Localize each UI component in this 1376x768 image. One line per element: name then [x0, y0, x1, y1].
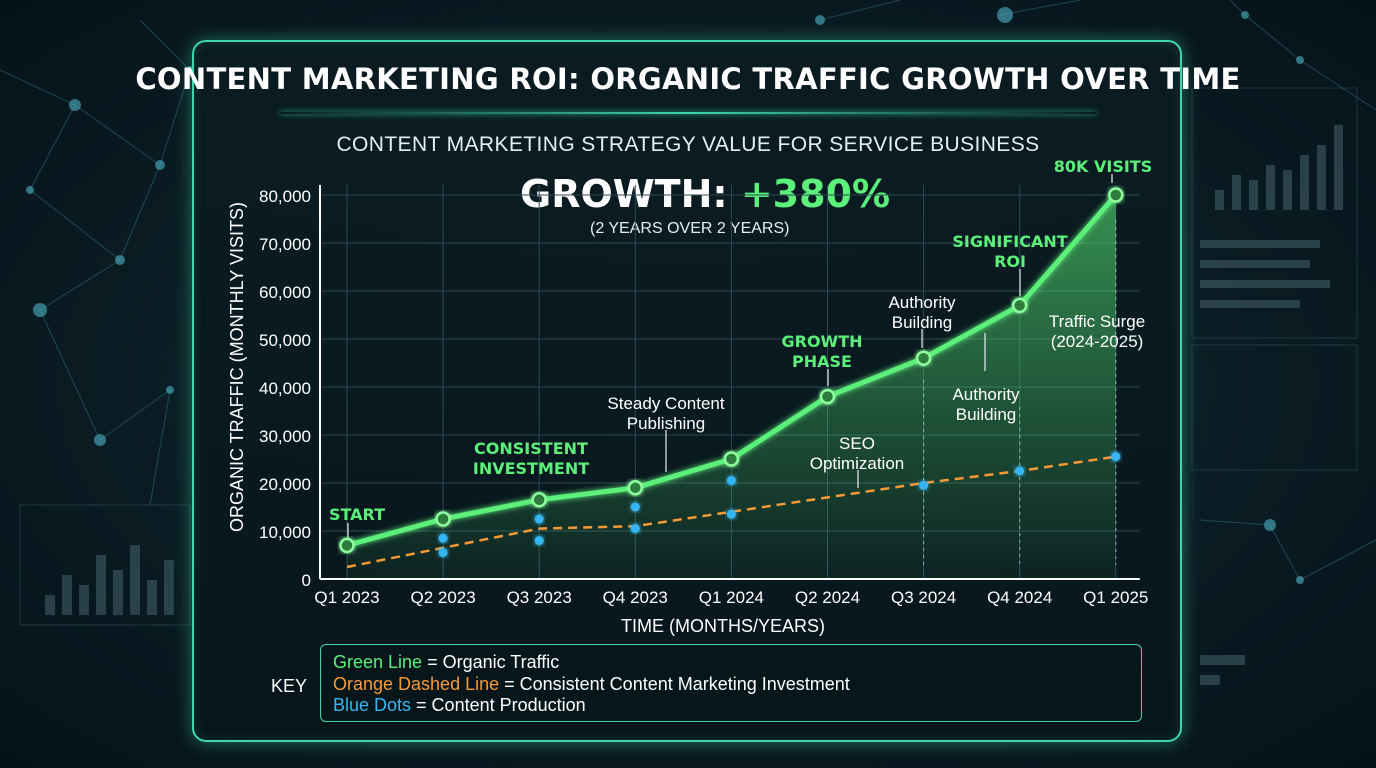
production-dot: [1015, 466, 1025, 476]
organic-traffic-point: [339, 537, 355, 554]
organic-traffic-point: [627, 480, 644, 496]
production-dot: [438, 548, 448, 558]
chart-subtitle: CONTENT MARKETING STRATEGY VALUE FOR SER…: [336, 133, 1040, 156]
legend-item-organic: Green Line = Organic Traffic: [333, 652, 1129, 674]
annotation-label: Building: [956, 405, 1017, 424]
annotation-label: GROWTH: [781, 332, 862, 351]
legend-name-production: Blue Dots: [333, 695, 412, 715]
growth-callout: GROWTH: +380%: [520, 172, 890, 216]
organic-traffic-point: [1011, 297, 1028, 314]
x-tick-label: Q1 2024: [699, 588, 764, 607]
growth-label: GROWTH:: [520, 172, 728, 216]
chart-title: Content Marketing ROI: Organic Traffic G…: [135, 62, 1241, 96]
x-tick-label: Q3 2023: [507, 588, 572, 607]
legend-name-organic: Green Line: [333, 652, 423, 672]
annotation-label: Traffic Surge: [1049, 312, 1145, 331]
annotation-label: Steady Content: [607, 394, 724, 413]
y-tick-label: 20,000: [259, 475, 311, 494]
growth-note: (2 YEARS OVER 2 YEARS): [590, 220, 790, 237]
organic-traffic-point: [723, 451, 740, 467]
legend-item-production: Blue Dots = Content Production: [333, 695, 1129, 717]
y-tick-label: 10,000: [259, 523, 311, 542]
production-dot: [630, 524, 640, 534]
annotation-label: PHASE: [792, 352, 852, 371]
annotation-label: Authority: [952, 385, 1020, 404]
legend-name-investment: Orange Dashed Line: [333, 673, 500, 694]
annotation-label: Authority: [888, 293, 956, 312]
y-axis-title: ORGANIC TRAFFIC (MONTHLY VISITS): [227, 202, 247, 532]
annotation-label: Building: [892, 313, 953, 332]
annotation-label: (2024-2025): [1051, 332, 1144, 351]
production-dot: [534, 514, 544, 524]
y-tick-label: 0: [302, 571, 311, 590]
legend-desc-investment: = Consistent Content Marketing Investmen…: [499, 673, 850, 694]
production-dot: [438, 533, 448, 543]
production-dot: [1111, 452, 1121, 462]
organic-traffic-point: [1108, 187, 1124, 203]
legend-desc-organic: = Organic Traffic: [422, 652, 560, 672]
x-tick-label: Q1 2025: [1083, 588, 1148, 607]
x-tick-label: Q4 2024: [987, 588, 1052, 607]
x-tick-label: Q2 2024: [795, 588, 860, 607]
y-tick-label: 80,000: [259, 187, 311, 206]
y-tick-label: 30,000: [259, 427, 311, 446]
x-axis-title: TIME (MONTHS/YEARS): [621, 616, 825, 636]
organic-traffic-point: [531, 492, 547, 508]
production-dot: [726, 509, 736, 519]
organic-traffic-point: [915, 350, 932, 366]
organic-traffic-point: [819, 388, 836, 405]
annotation-label: START: [329, 505, 385, 524]
legend-desc-production: = Content Production: [411, 695, 586, 715]
y-tick-label: 40,000: [259, 379, 311, 398]
production-dot: [919, 480, 929, 490]
key-label: KEY: [271, 676, 308, 696]
legend-box: Green Line = Organic Traffic Orange Dash…: [320, 644, 1142, 722]
annotation-label: Optimization: [810, 454, 904, 473]
production-dot: [630, 502, 640, 512]
organic-traffic-point: [435, 511, 451, 527]
growth-value: +380%: [740, 172, 891, 216]
y-tick-label: 50,000: [259, 331, 311, 350]
investment-line: [346, 455, 1116, 569]
production-dot: [534, 536, 544, 546]
title-divider: [280, 112, 1096, 114]
legend-item-investment: Orange Dashed Line = Consistent Content …: [333, 674, 1129, 696]
annotation-label: 80K VISITS: [1054, 157, 1152, 176]
annotation-label: CONSISTENT: [474, 439, 588, 458]
x-tick-label: Q1 2023: [314, 588, 379, 607]
x-tick-label: Q2 2023: [410, 588, 475, 607]
annotation-label: INVESTMENT: [473, 459, 589, 478]
production-dot: [726, 476, 736, 486]
annotation-label: Publishing: [627, 414, 705, 433]
y-tick-label: 70,000: [259, 235, 311, 254]
annotation-label: SEO: [839, 434, 875, 453]
annotation-label: ROI: [994, 252, 1026, 271]
x-tick-label: Q4 2023: [603, 588, 668, 607]
annotation-label: SIGNIFICANT: [952, 232, 1067, 251]
y-tick-label: 60,000: [259, 283, 311, 302]
x-tick-label: Q3 2024: [891, 588, 956, 607]
